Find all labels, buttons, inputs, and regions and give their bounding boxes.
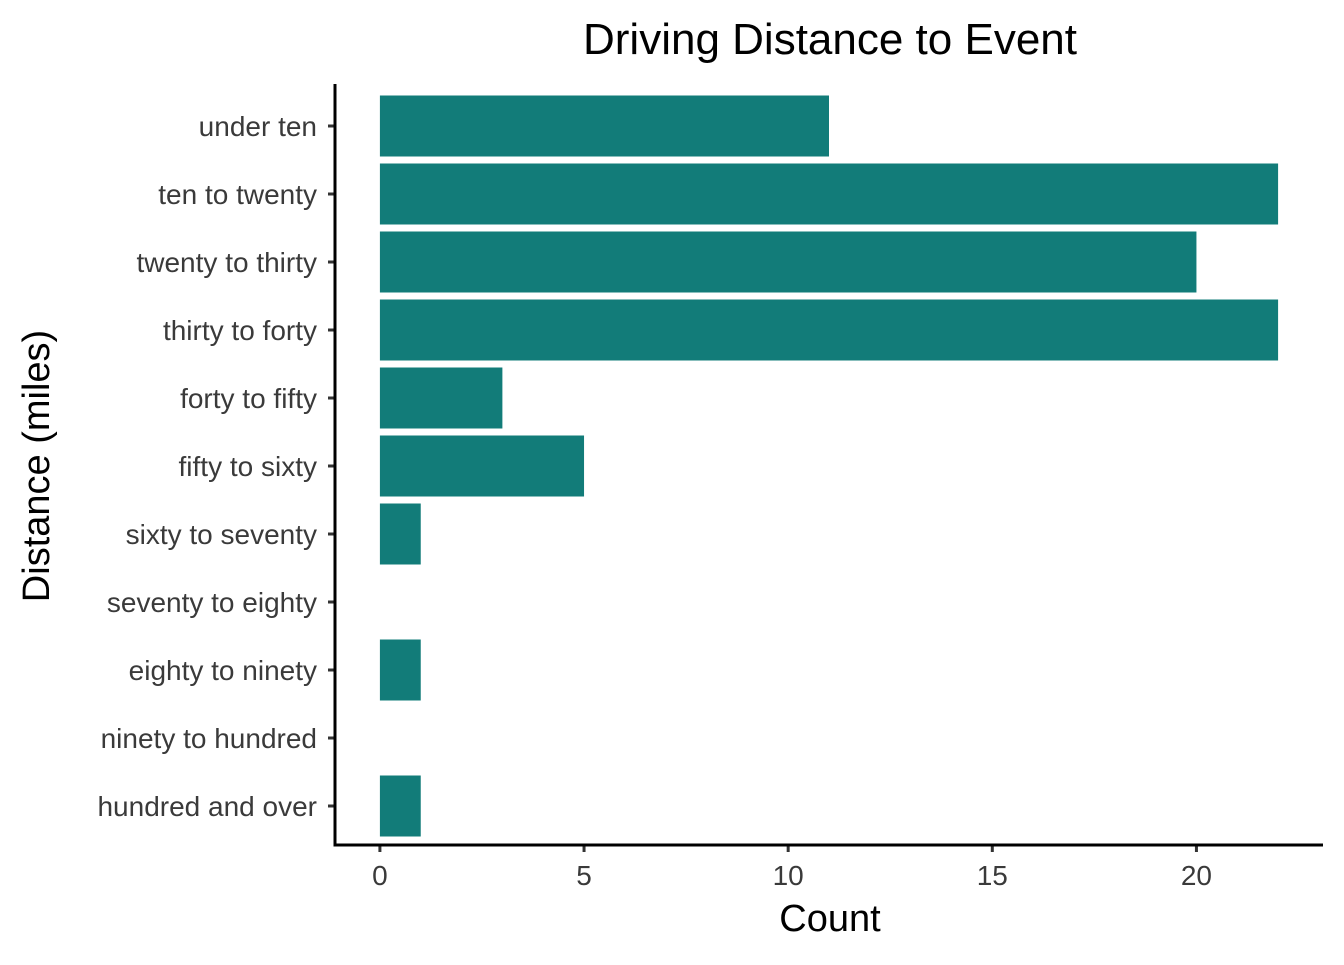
chart-title: Driving Distance to Event [583, 15, 1077, 64]
y-tick-label: ninety to hundred [101, 723, 317, 754]
bar-ten-to-twenty [379, 163, 1279, 225]
y-tick-label: thirty to forty [163, 315, 317, 346]
x-tick-label: 20 [1181, 860, 1212, 891]
x-tick-label: 10 [773, 860, 804, 891]
y-tick-label: seventy to eighty [107, 587, 317, 618]
bar-twenty-to-thirty [379, 231, 1197, 293]
bars-layer [379, 95, 1279, 837]
bar-thirty-to-forty [379, 299, 1279, 361]
x-tick-label: 5 [576, 860, 592, 891]
bar-forty-to-fifty [379, 367, 503, 429]
x-tick-label: 15 [977, 860, 1008, 891]
y-tick-label: fifty to sixty [179, 451, 317, 482]
bar-eighty-to-ninety [379, 639, 421, 701]
y-tick-label: eighty to ninety [129, 655, 317, 686]
bar-sixty-to-seventy [379, 503, 421, 565]
y-tick-label: hundred and over [97, 791, 317, 822]
y-axis-ticks: under ten ten to twenty twenty to thirty th… [97, 111, 335, 822]
bar-fifty-to-sixty [379, 435, 585, 497]
x-axis-title: Count [779, 898, 881, 940]
y-tick-label: ten to twenty [158, 179, 317, 210]
x-tick-label: 0 [372, 860, 388, 891]
x-axis-ticks: 0 5 10 15 20 [372, 845, 1212, 891]
bar-hundred-and-over [379, 775, 421, 837]
y-tick-label: sixty to seventy [126, 519, 317, 550]
axis-lines [333, 84, 1323, 847]
y-tick-label: under ten [199, 111, 317, 142]
y-tick-label: forty to fifty [180, 383, 317, 414]
y-axis-title: Distance (miles) [16, 330, 58, 602]
y-tick-label: twenty to thirty [136, 247, 317, 278]
bar-under-ten [379, 95, 829, 157]
